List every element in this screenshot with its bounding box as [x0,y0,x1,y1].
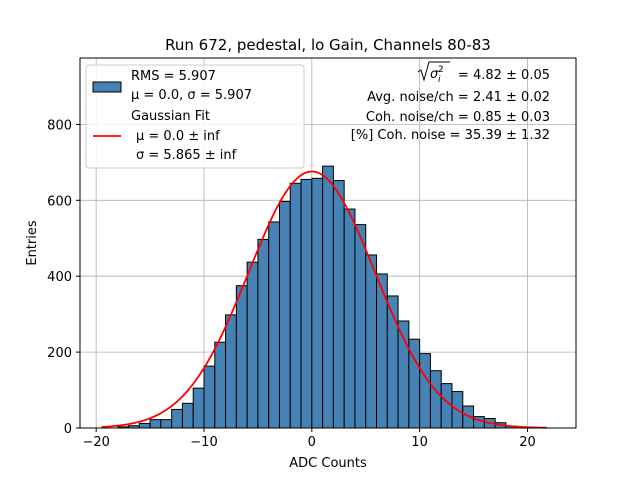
plot-frame [79,57,577,429]
chart-title: Run 672, pedestal, lo Gain, Channels 80-… [165,36,491,54]
histogram-bar [343,208,356,429]
sigma-sum-value: = 4.82 ± 0.05 [458,68,550,83]
histogram-bar [322,165,334,429]
coh-noise-annotation: Coh. noise/ch = 0.85 ± 0.03 [366,110,550,125]
y-tick-label: 0 [64,422,72,437]
histogram-bar [149,419,162,429]
legend-fit-label-line1: Gaussian Fit [131,109,210,124]
svg-text:i: i [438,75,441,85]
histogram-bar [214,341,227,429]
legend-hist-label-line2: μ = 0.0, σ = 5.907 [131,88,252,103]
histogram-bar [268,221,280,429]
histogram-bar [365,254,378,429]
sigma-sum-symbol: σ 2 i [417,61,450,85]
legend: RMS = 5.907 μ = 0.0, σ = 5.907 Gaussian … [85,64,305,169]
histogram-bar [289,182,302,429]
histogram-bar [235,285,248,429]
svg-text:σ: σ [430,67,439,82]
y-tick-label: 600 [47,194,72,209]
svg-text:2: 2 [438,65,444,75]
legend-histogram-swatch [92,81,122,93]
legend-box [85,64,305,169]
histogram-bar [192,387,205,429]
histogram-bar [300,178,313,429]
histogram-bar [181,402,194,429]
histogram-bars [117,165,518,429]
histogram-bar [160,419,173,429]
histogram-bar [311,177,324,429]
y-axis-label: Entries [25,220,40,266]
histogram-bar [246,261,259,429]
histogram-bar [278,200,291,429]
coh-percent-annotation: [%] Coh. noise = 35.39 ± 1.32 [351,128,550,143]
y-axis-ticks: 0 200 400 600 800 [47,118,80,437]
x-tick-label: 10 [411,435,428,450]
legend-fit-label-line2: μ = 0.0 ± inf [136,129,220,144]
y-tick-label: 800 [47,118,72,133]
histogram-bar [419,353,431,429]
x-tick-label: 20 [519,435,536,450]
gaussian-fit-line [101,170,547,429]
histogram-bar [429,370,442,429]
x-axis-ticks: −20 −10 0 10 20 [82,428,536,450]
x-tick-label: −10 [190,435,217,450]
x-tick-label: −20 [82,435,109,450]
histogram-bar [171,408,183,429]
histogram-bar [138,422,151,429]
histogram-bar [225,314,237,429]
histogram-bar [354,224,367,429]
avg-noise-annotation: Avg. noise/ch = 2.41 ± 0.02 [367,90,550,105]
x-axis-label: ADC Counts [289,456,367,471]
noise-annotations: σ 2 i = 4.82 ± 0.05 Avg. noise/ch = 2.41… [351,61,550,143]
legend-hist-label-line1: RMS = 5.907 [131,69,216,84]
y-tick-label: 400 [47,270,72,285]
legend-fit-label-line3: σ = 5.865 ± inf [136,148,237,163]
histogram-bar [203,365,216,429]
histogram-bar [332,180,345,429]
x-tick-label: 0 [308,435,316,450]
y-tick-label: 200 [47,346,72,361]
histogram-bar [257,238,270,429]
